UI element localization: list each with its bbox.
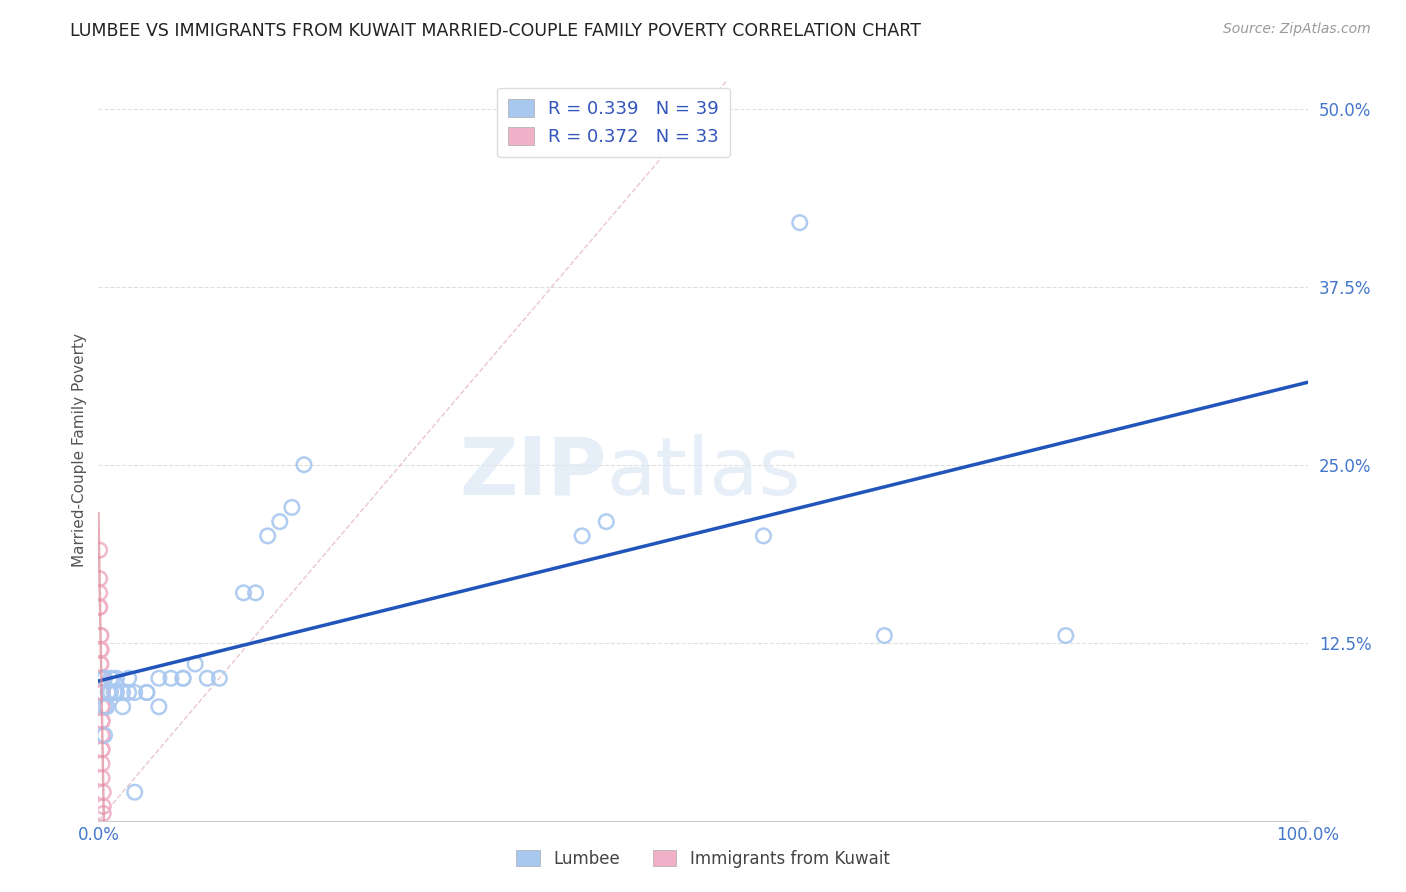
Point [124, 685, 146, 699]
Point [595, 515, 617, 529]
Point [91, 671, 114, 685]
Point [269, 515, 291, 529]
Text: LUMBEE VS IMMIGRANTS FROM KUWAIT MARRIED-COUPLE FAMILY POVERTY CORRELATION CHART: LUMBEE VS IMMIGRANTS FROM KUWAIT MARRIED… [70, 22, 921, 40]
Point [93, 699, 115, 714]
Point [292, 458, 315, 472]
Point [91, 771, 114, 785]
Point [90, 628, 112, 642]
Point [91, 699, 114, 714]
Text: Source: ZipAtlas.com: Source: ZipAtlas.com [1223, 22, 1371, 37]
Point [571, 529, 593, 543]
Point [789, 216, 811, 230]
Point [90, 642, 112, 657]
Point [90, 657, 112, 671]
Point [281, 500, 304, 515]
Point [89, 600, 111, 615]
Point [135, 685, 157, 699]
Point [160, 671, 183, 685]
Point [89, 572, 111, 586]
Point [172, 671, 194, 685]
Legend: Lumbee, Immigrants from Kuwait: Lumbee, Immigrants from Kuwait [510, 844, 896, 875]
Point [97, 685, 120, 699]
Point [89, 586, 111, 600]
Point [90, 657, 112, 671]
Point [101, 671, 124, 685]
Text: atlas: atlas [606, 434, 800, 512]
Text: ZIP: ZIP [458, 434, 606, 512]
Point [91, 671, 114, 685]
Point [96, 699, 118, 714]
Point [91, 685, 114, 699]
Point [91, 699, 114, 714]
Point [256, 529, 278, 543]
Point [90, 642, 112, 657]
Point [111, 685, 134, 699]
Point [232, 586, 254, 600]
Point [90, 628, 112, 642]
Point [91, 714, 114, 728]
Point [208, 671, 231, 685]
Point [752, 529, 775, 543]
Point [135, 685, 157, 699]
Point [124, 785, 146, 799]
Point [148, 699, 170, 714]
Point [93, 728, 115, 742]
Point [148, 671, 170, 685]
Point [91, 728, 114, 742]
Point [91, 685, 114, 699]
Point [91, 742, 114, 756]
Point [105, 671, 128, 685]
Point [89, 543, 111, 558]
Point [91, 728, 114, 742]
Point [90, 642, 112, 657]
Point [91, 806, 114, 821]
Point [91, 799, 114, 814]
Legend: R = 0.339   N = 39, R = 0.372   N = 33: R = 0.339 N = 39, R = 0.372 N = 33 [498, 87, 730, 157]
Point [91, 714, 114, 728]
Point [89, 600, 111, 615]
Point [195, 671, 218, 685]
Point [1054, 628, 1077, 642]
Point [105, 685, 128, 699]
Point [100, 685, 122, 699]
Point [184, 657, 207, 671]
Point [118, 685, 141, 699]
Point [93, 671, 115, 685]
Point [172, 671, 194, 685]
Point [103, 685, 125, 699]
Point [245, 586, 267, 600]
Point [91, 671, 114, 685]
Point [118, 671, 141, 685]
Point [91, 685, 114, 699]
Point [91, 714, 114, 728]
Point [91, 671, 114, 685]
Point [91, 756, 114, 771]
Point [91, 785, 114, 799]
Point [91, 742, 114, 756]
Y-axis label: Married-Couple Family Poverty: Married-Couple Family Poverty [72, 334, 87, 567]
Point [111, 699, 134, 714]
Point [873, 628, 896, 642]
Point [100, 671, 122, 685]
